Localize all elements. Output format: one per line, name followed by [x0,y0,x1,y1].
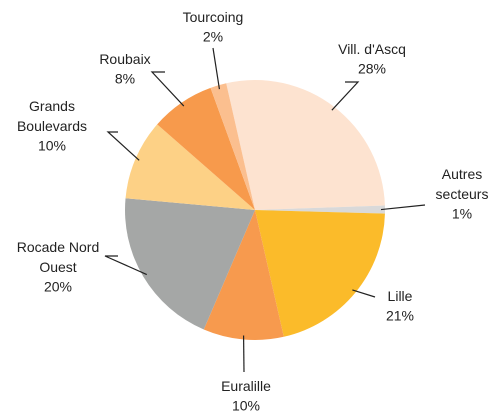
pie-slice [255,205,385,214]
slice-value-label: 10% [38,138,66,154]
slice-value-label: 10% [232,398,260,414]
slice-label: Tourcoing [183,9,244,25]
label-line: Vill. d'Ascq [338,41,406,57]
slice-value-label: 21% [386,308,414,324]
leader-line [212,47,221,90]
label-line: Rocade Nord [17,239,100,255]
slice-label: Autres secteurs [436,166,489,202]
label-line: secteurs [436,186,489,202]
leader-line [150,71,185,107]
pie-slice [226,80,385,210]
slice-label: Lille [388,288,413,304]
label-line: Boulevards [17,118,87,134]
pie-slice [203,210,284,340]
leader-line [331,81,360,111]
slice-label: Vill. d'Ascq [338,41,406,57]
leader-line [352,289,376,298]
label-line: Tourcoing [183,9,244,25]
label-line: Ouest [39,259,76,275]
slice-label: Euralille [221,378,271,394]
label-line: Lille [388,288,413,304]
pie-slice [255,210,385,337]
slice-label: Rocade Nord Ouest [17,239,100,275]
label-line: Euralille [221,378,271,394]
slice-label: Grands Boulevards [17,98,87,134]
slice-label: Roubaix [99,51,150,67]
slice-value-label: 20% [44,279,72,295]
pie-slice [157,87,255,210]
label-line: Grands [29,98,75,114]
leader-line [106,131,140,161]
label-line: Autres [442,166,482,182]
pie-slice [124,198,255,330]
leader-line [380,204,426,211]
label-line: Roubaix [99,51,150,67]
leader-line [104,255,148,276]
pie-slice [210,83,255,210]
slice-value-label: 8% [115,71,135,87]
slice-value-label: 2% [203,29,223,45]
pie-slice [125,124,255,210]
slice-value-label: 28% [358,61,386,77]
slice-value-label: 1% [452,206,472,222]
